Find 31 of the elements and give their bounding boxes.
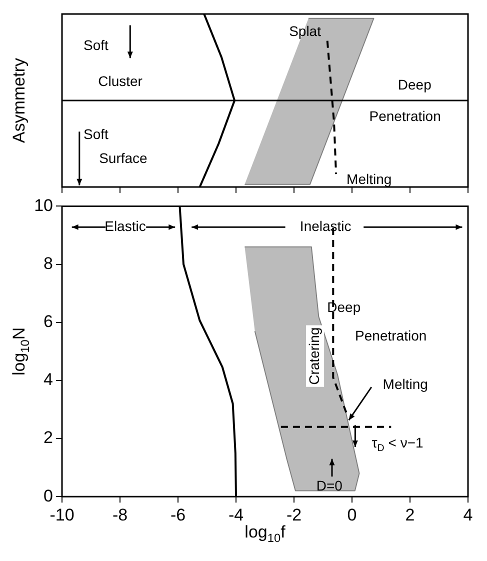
x-tick-label: 2 xyxy=(405,505,415,524)
x-tick-label: -6 xyxy=(170,505,186,524)
y-tick-label: 0 xyxy=(44,486,53,506)
annotation: Melting xyxy=(382,376,428,392)
y-tick-label: 10 xyxy=(34,196,53,215)
annotation: Cluster xyxy=(98,73,143,90)
annotation: Inelastic xyxy=(300,218,352,234)
annotation: Elastic xyxy=(104,218,146,234)
annotation: Penetration xyxy=(369,108,441,124)
series-label: Cratering xyxy=(306,327,322,385)
annotation: D=0 xyxy=(316,478,343,494)
annotation: Splat xyxy=(289,23,322,40)
x-tick-label: -8 xyxy=(112,505,128,524)
annotation: Deep xyxy=(398,76,432,93)
x-tick-label: -10 xyxy=(50,505,74,524)
x-tick-label: 4 xyxy=(463,505,473,524)
y-axis-title: Asymmetry xyxy=(10,58,29,143)
y-tick-label: 4 xyxy=(44,370,53,390)
annotation: Soft xyxy=(83,36,108,53)
x-tick-label: -4 xyxy=(228,505,244,524)
annotation: Melting xyxy=(346,170,392,187)
x-tick-label: 0 xyxy=(347,505,357,524)
annotation: Deep xyxy=(327,298,361,315)
annotation: Penetration xyxy=(355,327,427,344)
annotation: Soft xyxy=(83,126,108,142)
y-axis-title: log10N xyxy=(10,327,32,376)
x-tick-label: -2 xyxy=(286,505,302,524)
y-tick-label: 2 xyxy=(44,428,53,448)
annotation: Surface xyxy=(99,150,148,166)
y-tick-label: 6 xyxy=(44,312,53,332)
y-tick-label: 8 xyxy=(44,254,53,273)
